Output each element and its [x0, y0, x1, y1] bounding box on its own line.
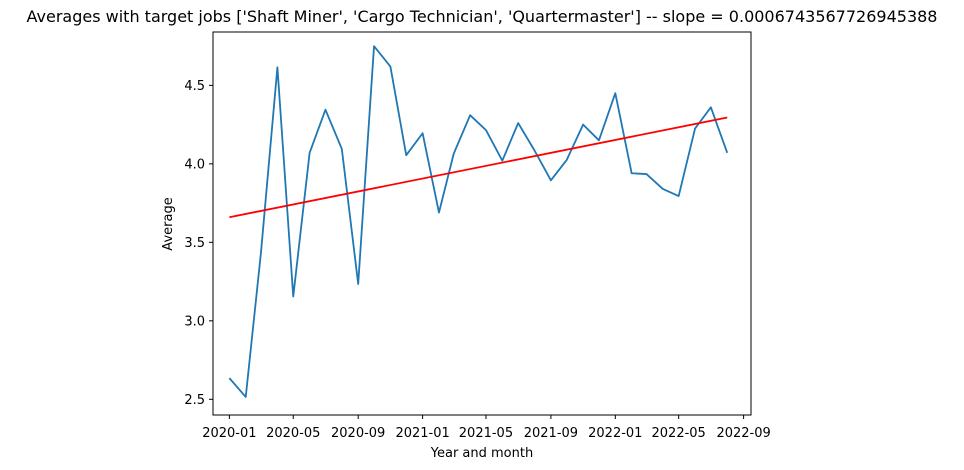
chart-title: Averages with target jobs ['Shaft Miner'…: [27, 7, 938, 26]
y-tick-label: 2.5: [184, 393, 205, 408]
y-axis-ticks: 2.5 3.0 3.5 4.0 4.5: [184, 79, 213, 408]
x-tick-label: 2021-05: [459, 426, 513, 441]
x-tick-label: 2020-09: [331, 426, 385, 441]
average-series-line: [228, 45, 729, 398]
trend-line: [229, 116, 728, 219]
x-tick-label: 2022-05: [652, 426, 706, 441]
x-axis-label: Year and month: [430, 446, 533, 461]
x-tick-label: 2021-01: [395, 426, 449, 441]
y-tick-label: 3.5: [184, 236, 205, 251]
x-tick-label: 2021-09: [524, 426, 578, 441]
y-axis-label: Average: [161, 197, 176, 250]
plot-frame: [212, 31, 752, 416]
x-tick-label: 2022-09: [716, 426, 770, 441]
x-tick-label: 2020-01: [202, 426, 256, 441]
y-tick-label: 4.5: [184, 79, 205, 94]
series-layer: [228, 45, 729, 398]
x-axis-ticks: 2020-01 2020-05 2020-09 2021-01 2021-05 2021-…: [202, 415, 771, 441]
x-tick-label: 2022-01: [588, 426, 642, 441]
x-tick-label: 2020-05: [266, 426, 320, 441]
y-tick-label: 3.0: [184, 314, 205, 329]
axes-layer: [212, 31, 752, 416]
y-tick-label: 4.0: [184, 157, 205, 172]
plot-area: [213, 32, 751, 415]
